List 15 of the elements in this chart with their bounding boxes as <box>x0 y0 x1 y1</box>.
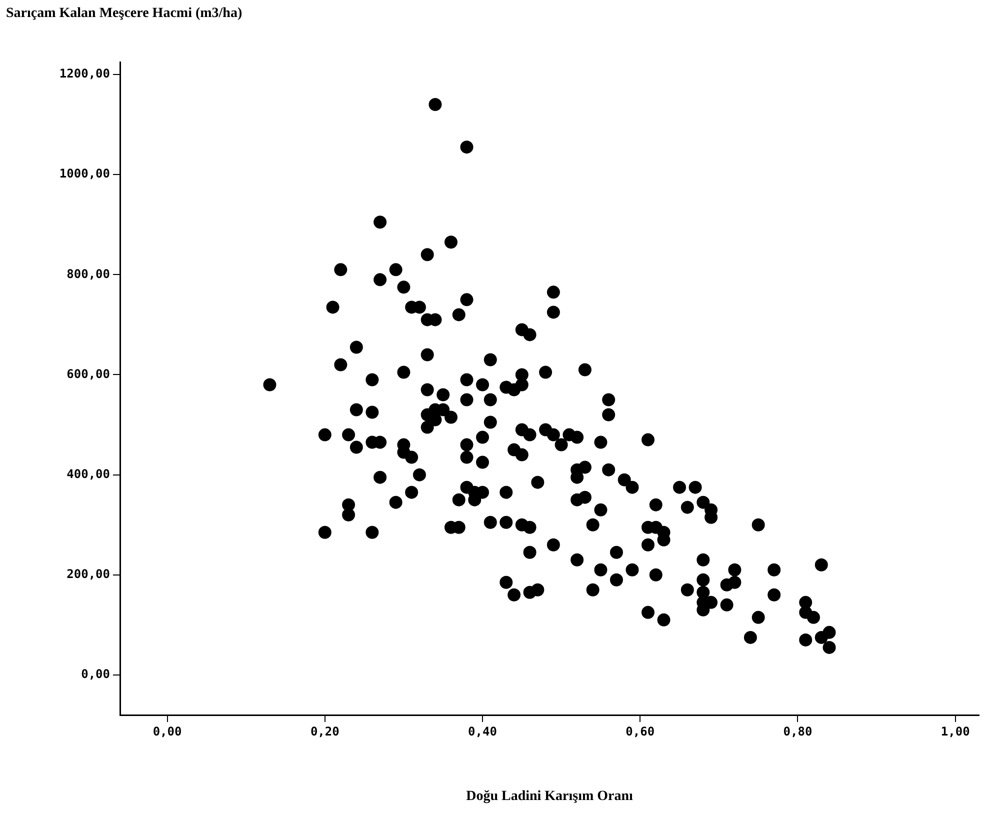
x-tick-label: 0,40 <box>468 724 497 738</box>
x-tick-label: 0,20 <box>310 724 340 738</box>
y-tick-label: 400,00 <box>66 466 110 481</box>
x-tick-label: 0,00 <box>152 724 182 738</box>
y-tick-label: 200,00 <box>66 567 110 582</box>
y-tick-label: 1000,00 <box>59 166 110 181</box>
x-tick-label: 1,00 <box>940 724 970 738</box>
x-axis-title: Doğu Ladini Karışım Oranı <box>466 789 634 804</box>
y-tick-label: 800,00 <box>66 266 110 281</box>
x-tick-label: 0,80 <box>783 724 812 738</box>
y-tick-label: 600,00 <box>66 366 110 381</box>
x-tick-label: 0,60 <box>626 724 655 738</box>
y-tick-label: 0,00 <box>81 667 110 682</box>
y-tick-label: 1200,00 <box>59 66 110 81</box>
y-axis-title: Sarıçam Kalan Meşcere Hacmi (m3/ha) <box>6 6 242 22</box>
